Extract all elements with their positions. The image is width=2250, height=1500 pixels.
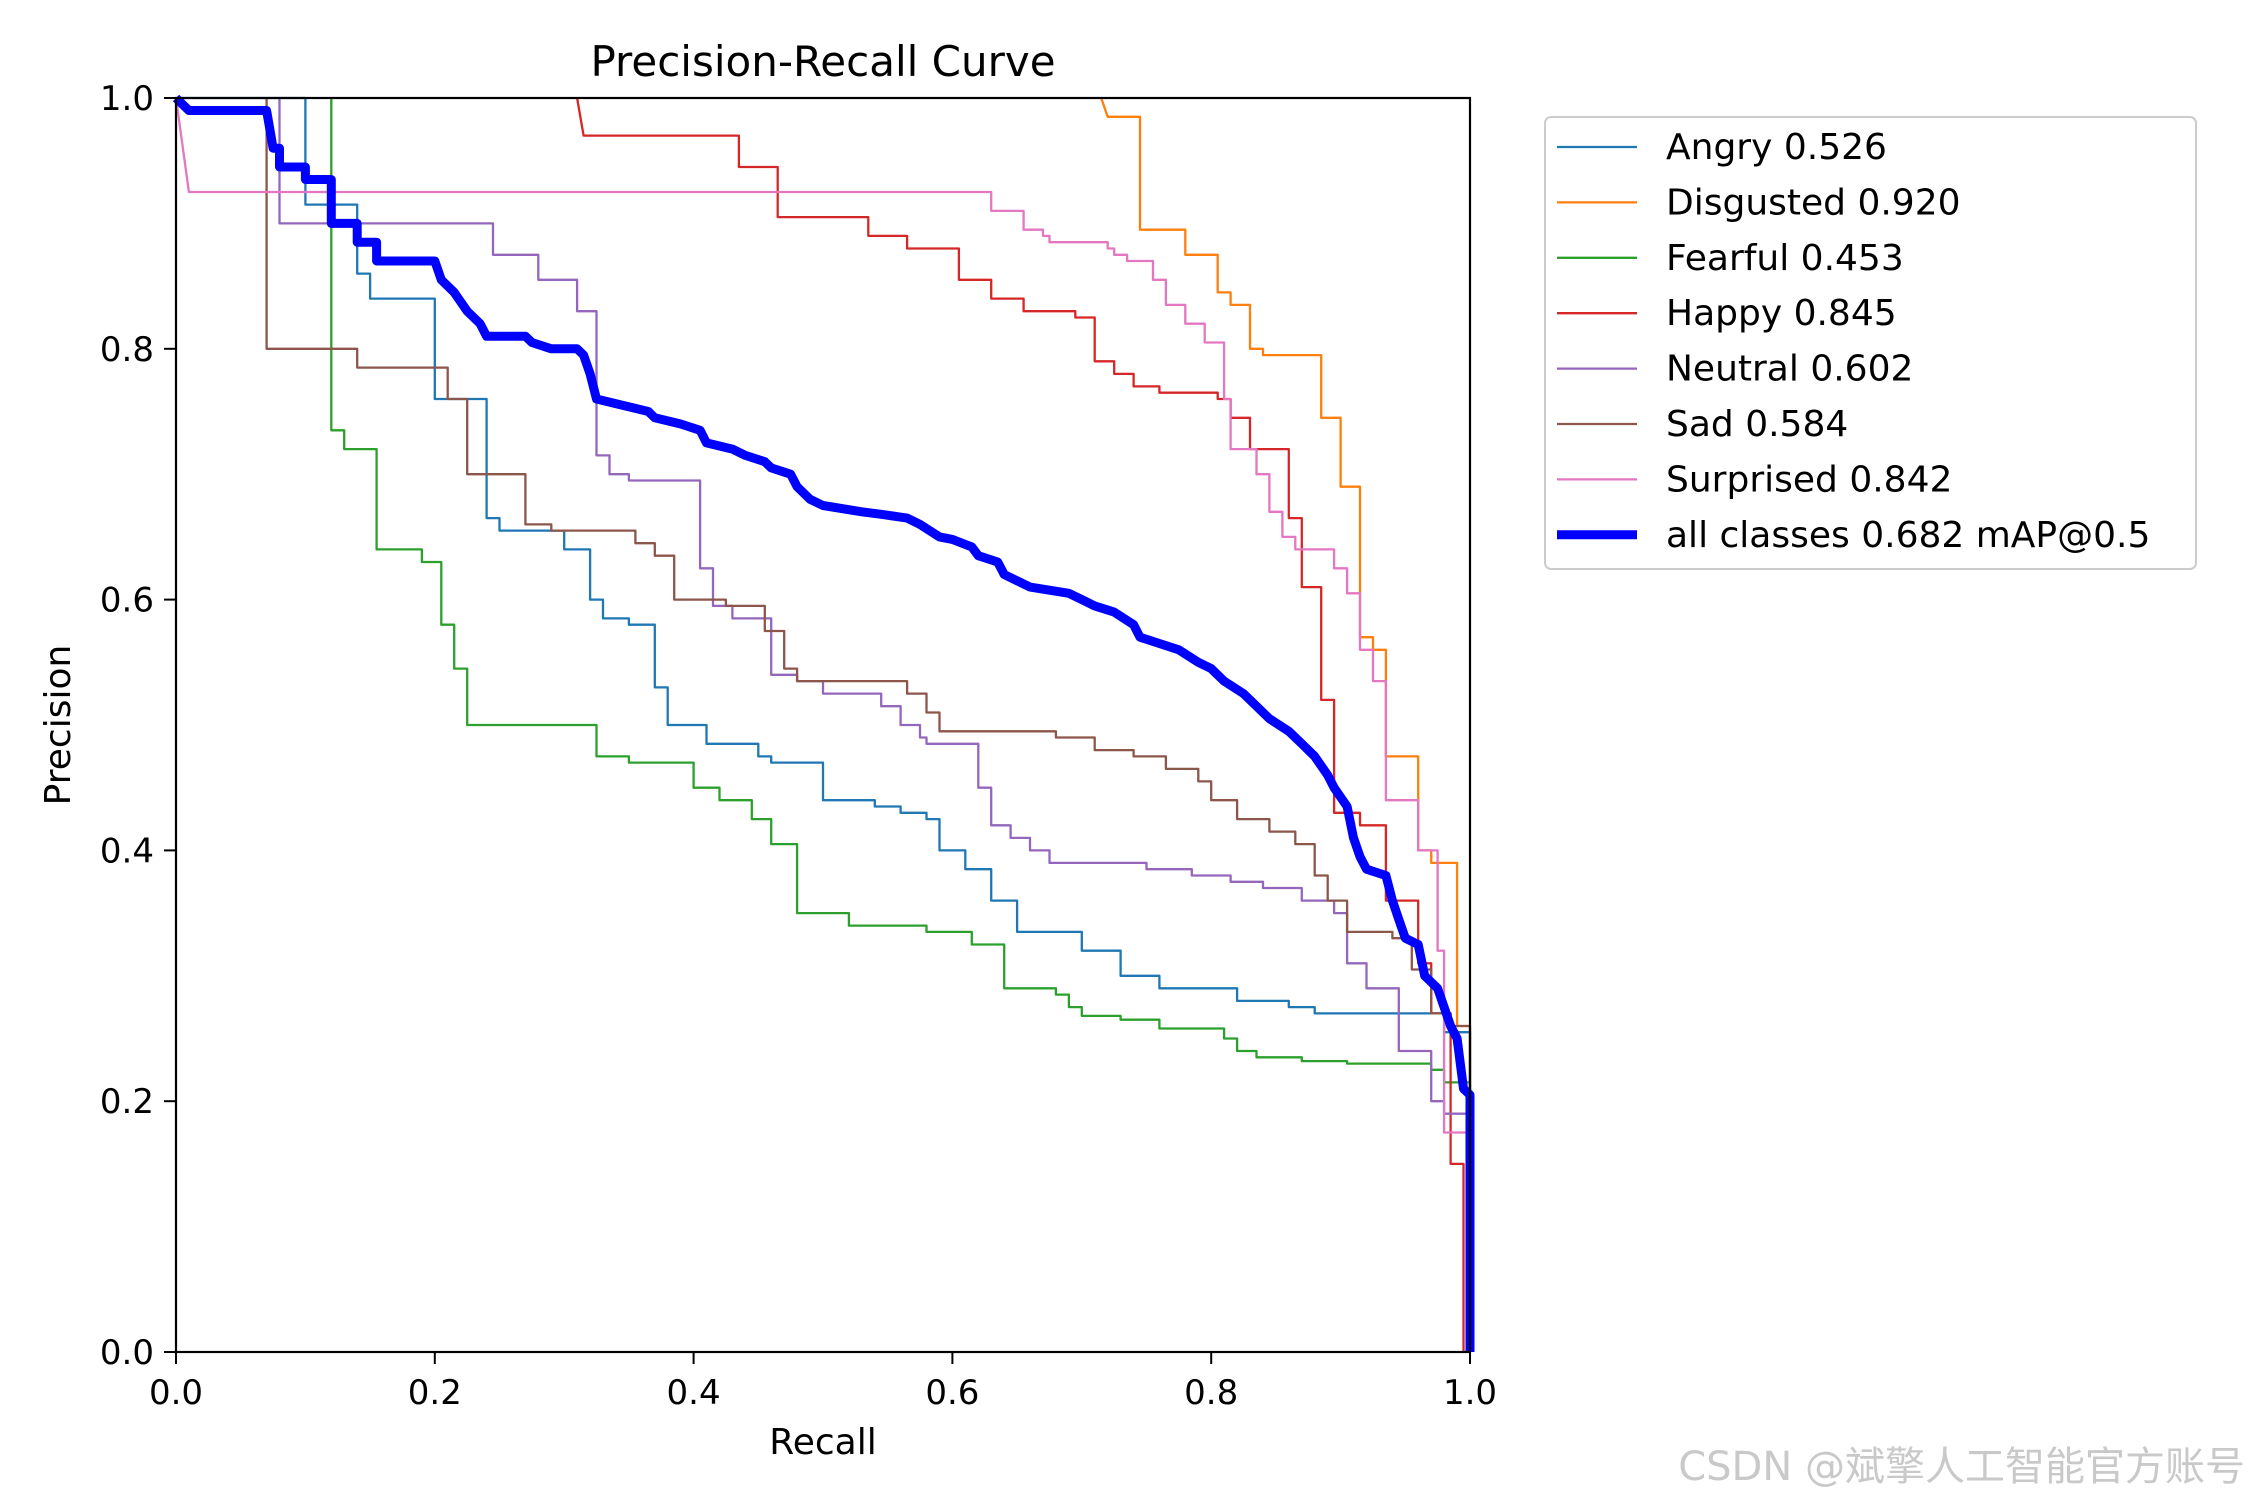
- y-tick-label: 0.8: [100, 330, 154, 370]
- legend: Angry 0.526 Disgusted 0.920 Fearful 0.453 H…: [1544, 116, 2197, 570]
- series-line-2: [330, 98, 1472, 1352]
- series-line-3: [575, 97, 1465, 1352]
- watermark: CSDN @斌擎人工智能官方账号: [1678, 1444, 2245, 1490]
- series-line-7: [172, 94, 1475, 1352]
- legend-label-1: Disgusted 0.920: [1666, 182, 1961, 223]
- x-axis: 0.0 0.2 0.4 0.6 0.8 1.0: [149, 1352, 1497, 1413]
- legend-label-7: all classes 0.682 mAP@0.5: [1666, 515, 2150, 556]
- legend-box: [1544, 116, 2197, 570]
- x-axis-label: Recall: [769, 1422, 876, 1463]
- series-line-4: [278, 98, 1472, 1352]
- y-tick-label: 1.0: [100, 79, 154, 119]
- y-tick-label: 0.2: [100, 1082, 154, 1122]
- x-tick-label: 0.0: [149, 1373, 203, 1413]
- legend-label-3: Happy 0.845: [1666, 293, 1897, 334]
- x-tick-label: 0.6: [925, 1373, 979, 1413]
- legend-label-6: Surprised 0.842: [1666, 459, 1952, 500]
- series-line-5: [265, 98, 1472, 1352]
- series-layer: [172, 94, 1475, 1352]
- x-tick-label: 0.2: [408, 1373, 462, 1413]
- y-tick-label: 0.0: [100, 1333, 154, 1373]
- y-tick-label: 0.6: [100, 581, 154, 621]
- y-axis-label: Precision: [38, 645, 79, 806]
- legend-label-4: Neutral 0.602: [1666, 349, 1913, 390]
- series-line-6: [174, 97, 1472, 1352]
- legend-label-0: Angry 0.526: [1666, 127, 1887, 168]
- x-tick-label: 0.8: [1184, 1373, 1238, 1413]
- x-tick-label: 1.0: [1443, 1373, 1497, 1413]
- legend-label-5: Sad 0.584: [1666, 404, 1848, 445]
- y-tick-label: 0.4: [100, 831, 154, 871]
- series-line-0: [176, 96, 1472, 1352]
- plot-frame: [174, 96, 1472, 1354]
- chart-title: Precision-Recall Curve: [590, 37, 1055, 86]
- legend-label-2: Fearful 0.453: [1666, 238, 1904, 279]
- y-axis: 0.0 0.2 0.4 0.6 0.8 1.0: [100, 79, 176, 1373]
- x-tick-label: 0.4: [667, 1373, 721, 1413]
